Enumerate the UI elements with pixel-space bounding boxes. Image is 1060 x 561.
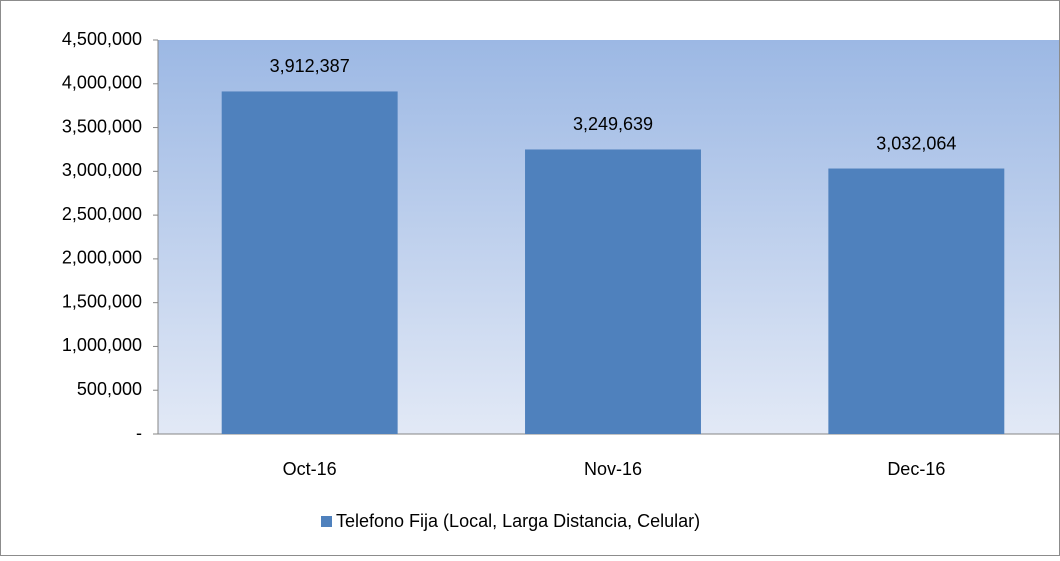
bar (828, 168, 1005, 435)
y-tick-label: 500,000 (77, 379, 142, 399)
y-tick-label: 2,500,000 (62, 204, 142, 224)
y-tick-label: 3,500,000 (62, 116, 142, 136)
x-tick-label: Oct-16 (283, 459, 337, 479)
y-tick-label: 4,000,000 (62, 73, 142, 93)
x-tick-label: Dec-16 (887, 459, 945, 479)
bar (525, 149, 701, 434)
y-tick-label: - (136, 423, 142, 443)
data-label: 3,912,387 (270, 56, 350, 76)
legend-label: Telefono Fija (Local, Larga Distancia, C… (336, 511, 700, 531)
legend-swatch (321, 516, 332, 527)
y-tick-label: 4,500,000 (62, 29, 142, 49)
data-label: 3,032,064 (876, 133, 956, 153)
bar (221, 91, 398, 434)
y-tick-label: 1,000,000 (62, 335, 142, 355)
x-tick-label: Nov-16 (584, 459, 642, 479)
y-tick-label: 1,500,000 (62, 291, 142, 311)
y-tick-label: 2,000,000 (62, 248, 142, 268)
y-tick-label: 3,000,000 (62, 160, 142, 180)
data-label: 3,249,639 (573, 114, 653, 134)
